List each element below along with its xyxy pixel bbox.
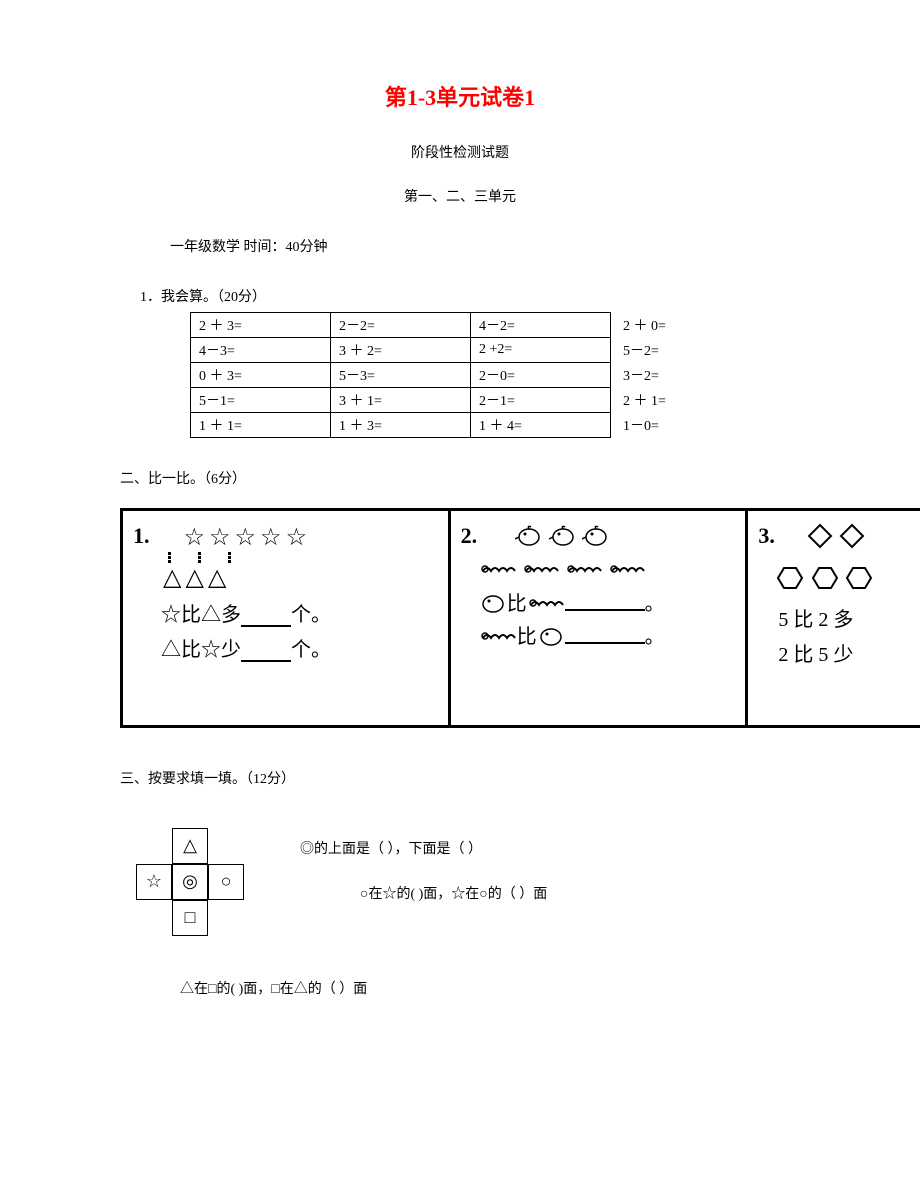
unit-line: 第一、二、三单元 [20,186,900,206]
text-suffix: 。 [645,587,665,616]
cross-cell-bottom: □ [172,900,208,936]
table-row: 5－1= 3 ＋ 1= 2－1= 2 ＋ 1= [191,388,751,413]
hexagon-icon [776,566,804,590]
cross-diagram: △ ☆ ◎ ○ □ [120,828,260,948]
panel-number: 3. [758,523,775,549]
bird-icon [582,523,610,547]
calc-cell: 4－3= [191,338,331,363]
text-suffix: 。 [645,620,665,649]
calc-cell: 2 ＋ 3= [191,313,331,338]
calc-cell: 3 ＋ 2= [331,338,471,363]
calc-cell: 1 ＋ 1= [191,413,331,438]
worm-icon [527,593,565,611]
worm-icon [522,559,560,577]
cross-cell-center: ◎ [172,864,208,900]
diamond-icon [807,523,833,549]
calc-cell: 5－2= [611,338,751,363]
calc-cell: 2 ＋ 0= [611,313,751,338]
worm-row [479,559,736,583]
compare-line-2: 比 。 [479,620,736,649]
bird-icon [537,623,565,647]
compare-line-2: 2 比 5 少 [778,638,920,667]
q3-text-block: ◎的上面是（ ），下面是（ ） ○在☆的( )面，☆在○的（ ）面 [300,828,547,948]
worm-icon [479,559,517,577]
fill-blank[interactable] [241,644,291,662]
compare-line-2: △比☆少 个。 [161,633,438,662]
grade-time: 一年级数学 时间：40分钟 [170,236,900,256]
compare-panel-2: 2. 比 。 比 。 [451,511,749,725]
q3-container: △ ☆ ◎ ○ □ ◎的上面是（ ），下面是（ ） ○在☆的( )面，☆在○的（… [120,828,900,948]
compare-panel-3: 3. 5 比 2 多 2 比 5 少 [748,511,920,725]
calc-cell: 3 ＋ 1= [331,388,471,413]
q3-line-2: ○在☆的( )面，☆在○的（ ）面 [360,873,547,918]
worm-icon [565,559,603,577]
calc-cell: 2－0= [471,363,611,388]
calc-cell: 2 ＋ 1= [611,388,751,413]
worm-icon [479,626,517,644]
text-prefix: △比☆少 [161,639,241,661]
compare-line-1: 比 。 [479,587,736,616]
calc-cell: 3－2= [611,363,751,388]
fill-blank[interactable] [565,593,645,611]
text-suffix: 个。 [291,639,331,661]
table-row: 2 ＋ 3= 2－2= 4－2= 2 ＋ 0= [191,313,751,338]
panel-number: 1. [133,523,150,549]
compare-container: 1. ☆☆☆☆☆ △△△ ☆比△多个。 △比☆少个。 2. 比 [120,508,920,728]
table-row: 0 ＋ 3= 5－3= 2－0= 3－2= [191,363,751,388]
cross-cell-right: ○ [208,864,244,900]
calc-cell: 0 ＋ 3= [191,363,331,388]
worm-icon [608,559,646,577]
section2-label: 二、比一比。（6分） [120,468,900,488]
cross-cell-left: ☆ [136,864,172,900]
calc-cell: 1－0= [611,413,751,438]
table-row: 4－3= 3 ＋ 2= 2 +2= 5－2= [191,338,751,363]
diamond-row [807,523,866,556]
calc-cell: 2－2= [331,313,471,338]
bird-icon [549,523,577,547]
compare-panel-1: 1. ☆☆☆☆☆ △△△ ☆比△多个。 △比☆少个。 [123,511,451,725]
main-title: 第1-3单元试卷1 [20,80,900,112]
hexagon-row [776,566,920,597]
bird-row [515,523,610,553]
diamond-icon [839,523,865,549]
calc-cell: 5－3= [331,363,471,388]
panel-number: 2. [461,523,478,549]
bird-icon [515,523,543,547]
triangle-row: △△△ [163,563,438,592]
section3-label: 三、按要求填一填。（12分） [120,768,900,788]
text-prefix: ☆比△多 [161,604,241,626]
fill-blank[interactable] [241,609,291,627]
calc-cell: 1 ＋ 4= [471,413,611,438]
calc-cell: 2 +2= [471,338,611,363]
calc-cell: 1 ＋ 3= [331,413,471,438]
star-row: ☆☆☆☆☆ [184,523,312,552]
hexagon-icon [845,566,873,590]
cross-cell-top: △ [172,828,208,864]
dots-connector [168,552,438,563]
calc-cell: 5－1= [191,388,331,413]
text-suffix: 个。 [291,604,331,626]
text-prefix: 比 [517,620,537,649]
section1-label: 1．我会算。（20分） [140,286,900,306]
table-row: 1 ＋ 1= 1 ＋ 3= 1 ＋ 4= 1－0= [191,413,751,438]
hexagon-icon [811,566,839,590]
subtitle: 阶段性检测试题 [20,142,900,162]
compare-line-1: ☆比△多 个。 [161,598,438,627]
calc-table: 2 ＋ 3= 2－2= 4－2= 2 ＋ 0= 4－3= 3 ＋ 2= 2 +2… [190,312,751,438]
text-prefix: 比 [507,587,527,616]
compare-line-1: 5 比 2 多 [778,603,920,632]
calc-cell: 2－1= [471,388,611,413]
q3-line-1: ◎的上面是（ ），下面是（ ） [300,828,547,873]
calc-cell: 4－2= [471,313,611,338]
fill-blank[interactable] [565,626,645,644]
bird-icon [479,590,507,614]
q3-line-3: △在□的( )面，□在△的（ ）面 [180,978,900,998]
